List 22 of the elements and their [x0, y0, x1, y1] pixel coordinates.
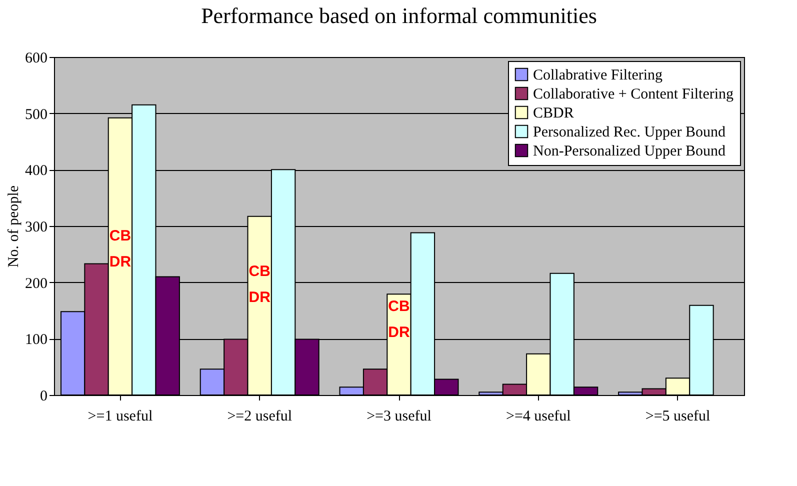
x-tick-label: >=1 useful: [88, 408, 153, 424]
x-tick-label: >=2 useful: [227, 408, 292, 424]
legend-label: Personalized Rec. Upper Bound: [533, 124, 726, 140]
y-tick-label: 100: [25, 332, 48, 348]
y-tick-label: 400: [25, 163, 48, 180]
x-tick-label: >=5 useful: [645, 408, 710, 424]
x-tick-label: >=4 useful: [506, 408, 571, 424]
y-tick-label: 300: [25, 220, 48, 236]
y-tick-label: 0: [40, 388, 48, 404]
y-tick-label: 500: [25, 106, 48, 123]
y-tick-label: 600: [25, 50, 48, 66]
legend-label: Collabrative Filtering: [533, 68, 664, 84]
y-axis-title: No. of people: [6, 185, 22, 268]
chart-title: Performance based on informal communities: [201, 3, 597, 28]
annotation: CB DR: [109, 227, 132, 270]
legend-label: Non-Personalized Upper Bound: [533, 144, 726, 160]
legend-label: CBDR: [533, 106, 574, 122]
annotation: CB DR: [388, 298, 410, 341]
x-tick-label: >=3 useful: [366, 408, 432, 424]
y-tick-label: 200: [25, 276, 48, 292]
legend-label: Collaborative + Content Filtering: [533, 86, 734, 102]
annotation: CB DR: [248, 263, 271, 306]
